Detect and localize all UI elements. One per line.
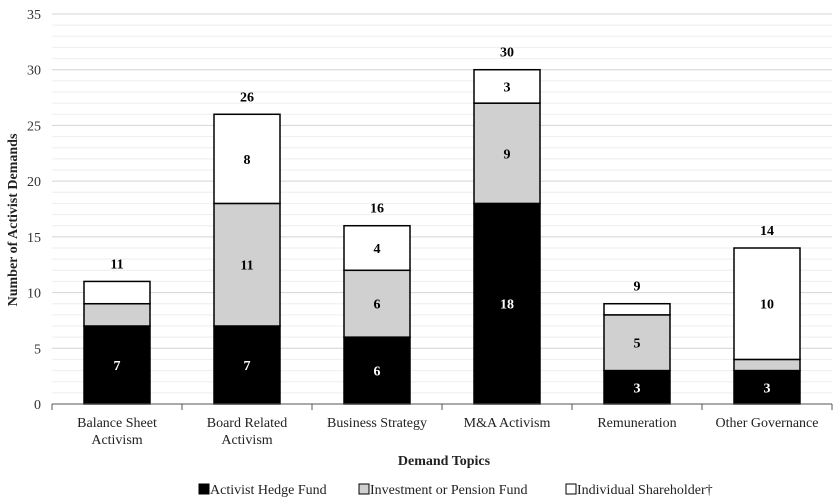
bar-segment [603, 302, 671, 316]
segment-value-label: 9 [504, 147, 511, 162]
bars [83, 68, 801, 405]
bar-total-label: 11 [110, 257, 123, 272]
bar-segment [343, 269, 411, 338]
bar-segment [473, 68, 541, 104]
y-tick-label: 15 [27, 231, 41, 246]
segment-value-label: 5 [634, 337, 641, 352]
bar-segment [733, 247, 801, 361]
gridlines [52, 13, 832, 405]
bar-total-label: 26 [240, 90, 254, 105]
x-category-label: Board Related [207, 416, 287, 431]
y-tick-label: 35 [27, 8, 41, 23]
y-tick-label: 10 [27, 287, 41, 302]
y-tick-label: 5 [34, 342, 41, 357]
segment-value-label: 7 [114, 359, 121, 374]
segment-value-label: 8 [244, 153, 251, 168]
bar-total-label: 14 [760, 224, 774, 239]
x-category-label: Other Governance [715, 416, 818, 431]
bar-segment [473, 202, 541, 405]
y-tick-label: 30 [27, 64, 41, 79]
legend-swatch [565, 483, 577, 495]
bar-segment [83, 325, 151, 405]
x-category-label: Business Strategy [327, 416, 427, 431]
segment-value-label: 4 [374, 242, 381, 257]
bar-total-label: 9 [634, 280, 641, 295]
segment-value-label: 11 [240, 259, 253, 274]
x-category-label: Remuneration [597, 416, 676, 431]
bar-segment [83, 302, 151, 327]
data-labels: 7 11 7 11 8 26 6 6 4 16 18 9 3 30 3 5 9 3 10 14 [110, 46, 774, 397]
segment-value-label: 3 [634, 381, 641, 396]
x-axis-title: Demand Topics [398, 454, 491, 469]
x-category-label: M&A Activism [464, 416, 551, 431]
legend-label: Individual Shareholder† [577, 483, 713, 498]
legend-swatch [198, 483, 210, 495]
legend-swatch [358, 483, 370, 495]
bar-segment [213, 113, 281, 205]
segment-value-label: 10 [760, 298, 774, 313]
legend: Activist Hedge Fund Investment or Pension… [198, 483, 713, 498]
bar-segment [213, 202, 281, 327]
legend-label: Investment or Pension Fund [370, 483, 528, 498]
y-tick-label: 20 [27, 175, 41, 190]
legend-label: Activist Hedge Fund [210, 483, 327, 498]
segment-value-label: 6 [374, 298, 381, 313]
bar-segment [343, 224, 411, 272]
bar-segment [473, 102, 541, 205]
segment-value-label: 3 [504, 80, 511, 95]
y-axis-title: Number of Activist Demands [6, 133, 21, 306]
segment-value-label: 18 [500, 298, 514, 313]
bar-segment [733, 358, 801, 372]
segment-value-label: 3 [764, 381, 771, 396]
bar-segment [733, 369, 801, 405]
segment-value-label: 7 [244, 359, 251, 374]
bar-total-label: 30 [500, 46, 514, 61]
x-category-label: Balance Sheet [77, 416, 157, 431]
x-category-label: Activism [91, 433, 142, 448]
bar-segment [83, 280, 151, 305]
segment-value-label: 6 [374, 365, 381, 380]
y-tick-label: 25 [27, 119, 41, 134]
y-tick-label: 0 [34, 398, 41, 413]
x-category-label: Activism [221, 433, 272, 448]
bar-total-label: 16 [370, 202, 384, 217]
bar-segment [603, 369, 671, 405]
